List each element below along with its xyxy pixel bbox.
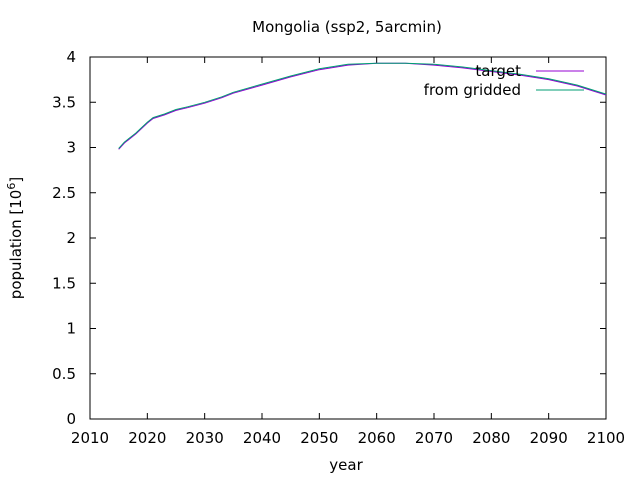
chart-title: Mongolia (ssp2, 5arcmin) [252, 18, 442, 36]
legend-label-target: target [475, 62, 521, 80]
x-tick-label: 2060 [358, 429, 396, 447]
x-tick-label: 2100 [587, 429, 625, 447]
x-tick-label: 2070 [415, 429, 453, 447]
y-axis: 0 0.5 1 1.5 2 2.5 3 3.5 4 [52, 48, 606, 428]
x-tick-label: 2030 [186, 429, 224, 447]
x-tick-label: 2050 [300, 429, 338, 447]
y-tick-label: 0 [66, 410, 76, 428]
y-tick-label: 1.5 [52, 274, 76, 292]
y-tick-label: 2.5 [52, 184, 76, 202]
x-axis-title: year [329, 456, 363, 474]
series-line-from-gridded [118, 62, 607, 149]
x-tick-label: 2010 [71, 429, 109, 447]
y-axis-title-close: ] [7, 177, 25, 183]
x-tick-label: 2090 [530, 429, 568, 447]
x-tick-label: 2040 [243, 429, 281, 447]
y-axis-title-exponent: 6 [5, 183, 18, 190]
x-tick-label: 2020 [128, 429, 166, 447]
plot-frame [89, 56, 607, 420]
y-tick-label: 2 [66, 229, 76, 247]
series-line-target [118, 62, 607, 150]
legend-label-from-gridded: from gridded [424, 81, 521, 99]
y-tick-label: 4 [66, 48, 76, 66]
y-tick-label: 0.5 [52, 365, 76, 383]
y-tick-label: 1 [66, 320, 76, 338]
y-tick-label: 3 [66, 139, 76, 157]
y-tick-label: 3.5 [52, 93, 76, 111]
y-axis-title: population [106] [5, 177, 25, 299]
x-tick-label: 2080 [472, 429, 510, 447]
series-layer [118, 62, 607, 150]
legend: target from gridded [424, 62, 584, 99]
x-axis: 2010 2020 2030 2040 2050 2060 2070 2080 2090 2100 [71, 57, 625, 447]
y-axis-title-main: population [10 [7, 190, 25, 300]
